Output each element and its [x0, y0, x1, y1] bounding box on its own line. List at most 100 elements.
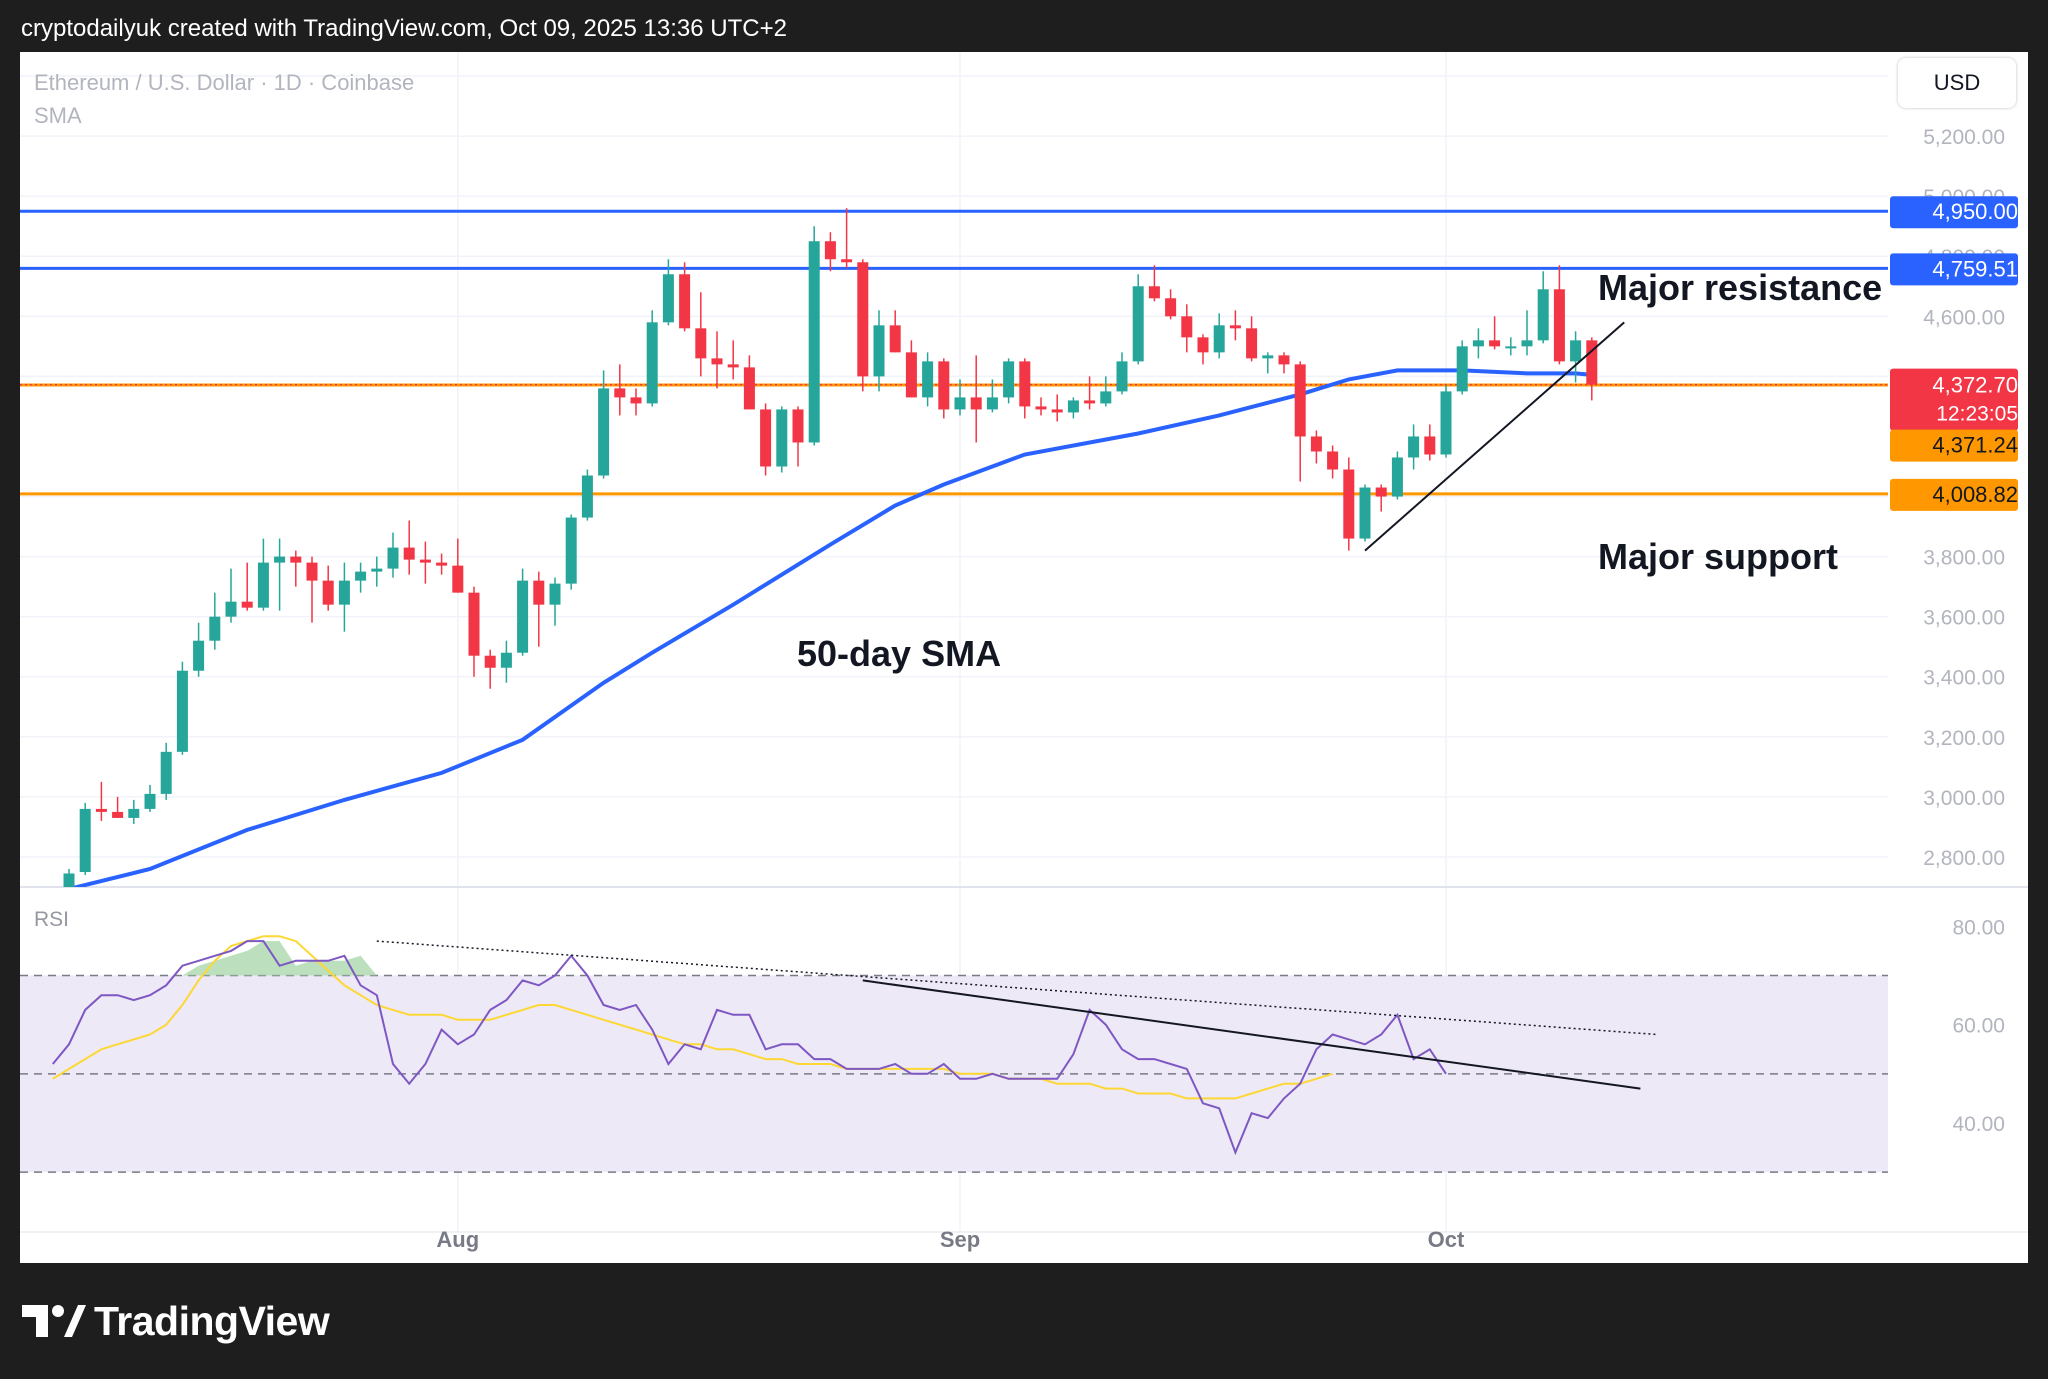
- candle[interactable]: [193, 640, 205, 671]
- chart-panel[interactable]: Major resistance Major support 50-day SMA 5…: [20, 52, 2028, 1263]
- price-chart[interactable]: Major resistance Major support 50-day SMA 5…: [20, 52, 2028, 1263]
- candle[interactable]: [1391, 457, 1403, 497]
- candle[interactable]: [128, 808, 140, 818]
- candle[interactable]: [679, 274, 691, 329]
- candle[interactable]: [436, 562, 448, 566]
- candle[interactable]: [938, 361, 950, 410]
- candle[interactable]: [225, 601, 237, 617]
- candle[interactable]: [1456, 346, 1468, 392]
- candle[interactable]: [905, 352, 917, 398]
- candle[interactable]: [322, 580, 334, 605]
- candle[interactable]: [1019, 361, 1031, 407]
- symbol-title[interactable]: Ethereum / U.S. Dollar · 1D · Coinbase: [34, 70, 415, 95]
- candle[interactable]: [1310, 436, 1322, 452]
- candle[interactable]: [1148, 286, 1160, 299]
- candle[interactable]: [371, 568, 383, 572]
- candle[interactable]: [1262, 355, 1274, 359]
- candle[interactable]: [533, 580, 545, 605]
- candle[interactable]: [662, 274, 674, 323]
- price-trendline[interactable]: [1364, 321, 1625, 552]
- candle[interactable]: [1294, 364, 1306, 437]
- candle[interactable]: [1408, 436, 1420, 458]
- candle[interactable]: [1505, 346, 1517, 349]
- candle[interactable]: [1359, 487, 1371, 539]
- candle[interactable]: [468, 592, 480, 656]
- candle[interactable]: [484, 655, 496, 668]
- candle[interactable]: [889, 325, 901, 353]
- candle[interactable]: [257, 562, 269, 608]
- candle[interactable]: [1424, 436, 1436, 455]
- candle[interactable]: [792, 409, 804, 443]
- candle[interactable]: [1067, 400, 1079, 413]
- candle[interactable]: [1084, 400, 1096, 404]
- candle[interactable]: [857, 262, 869, 377]
- candle[interactable]: [760, 409, 772, 467]
- candle[interactable]: [1197, 337, 1209, 353]
- candle[interactable]: [1472, 340, 1484, 347]
- candle[interactable]: [419, 559, 431, 563]
- candle[interactable]: [1165, 298, 1177, 317]
- candle[interactable]: [986, 397, 998, 410]
- candle[interactable]: [1440, 391, 1452, 455]
- candle[interactable]: [1327, 451, 1339, 470]
- candle[interactable]: [565, 517, 577, 584]
- candle[interactable]: [95, 808, 107, 812]
- candle[interactable]: [1489, 340, 1501, 347]
- candle[interactable]: [306, 562, 318, 581]
- candle[interactable]: [695, 328, 707, 359]
- candle[interactable]: [1181, 316, 1193, 338]
- candle[interactable]: [1343, 469, 1355, 539]
- candle[interactable]: [873, 325, 885, 377]
- indicator-label[interactable]: SMA: [34, 103, 82, 128]
- candle[interactable]: [824, 241, 836, 260]
- candle[interactable]: [581, 475, 593, 518]
- candle[interactable]: [209, 616, 221, 641]
- candle[interactable]: [727, 364, 739, 368]
- candle[interactable]: [290, 556, 302, 563]
- candle[interactable]: [841, 259, 853, 263]
- rsi-trendline-dotted[interactable]: [376, 940, 1657, 1036]
- candle[interactable]: [176, 670, 188, 752]
- candle[interactable]: [403, 547, 415, 560]
- candle[interactable]: [1213, 325, 1225, 353]
- candle[interactable]: [387, 547, 399, 569]
- candle[interactable]: [79, 808, 91, 872]
- candle[interactable]: [338, 580, 350, 605]
- candle[interactable]: [1278, 355, 1290, 365]
- candle[interactable]: [808, 241, 820, 443]
- candle[interactable]: [1116, 361, 1128, 392]
- candle[interactable]: [1553, 289, 1565, 362]
- candle[interactable]: [1132, 286, 1144, 362]
- candle[interactable]: [646, 322, 658, 404]
- candle[interactable]: [160, 751, 172, 794]
- candle[interactable]: [241, 601, 253, 608]
- candle[interactable]: [1521, 340, 1533, 347]
- candle[interactable]: [776, 409, 788, 467]
- candle[interactable]: [112, 811, 124, 818]
- candle[interactable]: [1537, 289, 1549, 341]
- rsi-label[interactable]: RSI: [34, 908, 70, 931]
- rsi-trendline-solid[interactable]: [862, 979, 1641, 1090]
- candle[interactable]: [1003, 361, 1015, 398]
- candle[interactable]: [549, 583, 561, 605]
- candle[interactable]: [743, 367, 755, 410]
- candle[interactable]: [1375, 487, 1387, 497]
- candle[interactable]: [630, 397, 642, 404]
- candle[interactable]: [1035, 406, 1047, 410]
- candle[interactable]: [598, 388, 610, 476]
- candle[interactable]: [1229, 325, 1241, 329]
- candle[interactable]: [274, 556, 286, 563]
- candle[interactable]: [144, 793, 156, 809]
- candle[interactable]: [1586, 340, 1598, 385]
- candle[interactable]: [1100, 391, 1112, 404]
- candle[interactable]: [500, 652, 512, 668]
- candle[interactable]: [452, 565, 464, 593]
- candle[interactable]: [517, 580, 529, 653]
- candle[interactable]: [922, 361, 934, 398]
- candle[interactable]: [1570, 340, 1582, 362]
- candle[interactable]: [711, 358, 723, 365]
- candle[interactable]: [355, 571, 367, 581]
- candle[interactable]: [1246, 328, 1258, 359]
- candle[interactable]: [1051, 409, 1063, 413]
- candle[interactable]: [954, 397, 966, 410]
